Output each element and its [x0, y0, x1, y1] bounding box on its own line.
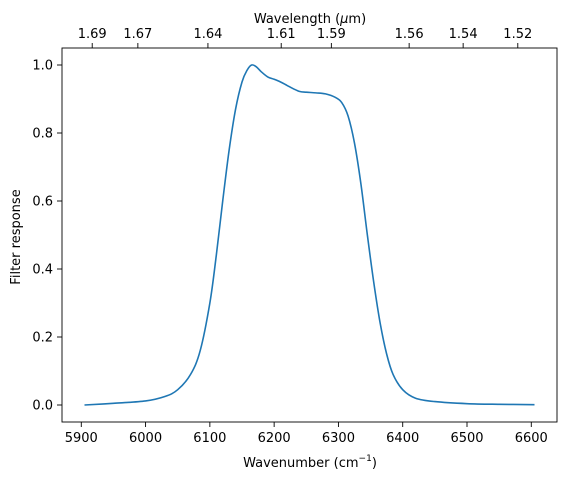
y-axis: 0.0 0.2 0.4 0.6 0.8 1.0: [32, 59, 62, 414]
top-x-axis-label-mu: μ: [339, 12, 348, 27]
x-axis-label: Wavenumber (cm−1): [243, 454, 377, 471]
x-axis-label-end: ): [372, 456, 377, 471]
top-x-axis-label-end: m): [348, 12, 366, 27]
x-tick-label: 6600: [515, 431, 548, 446]
x-tick-label: 6300: [322, 431, 355, 446]
x-tick-label: 6200: [258, 431, 291, 446]
top-x-axis: 1.69 1.67 1.64 1.61 1.59 1.56 1.54 1.52: [78, 27, 532, 48]
top-tick-label: 1.64: [193, 27, 222, 42]
bottom-x-axis: 5900 6000 6100 6200 6300 6400 6500 6600: [65, 422, 548, 446]
top-tick-label: 1.59: [317, 27, 346, 42]
top-tick-label: 1.69: [78, 27, 107, 42]
top-tick-label: 1.61: [267, 27, 296, 42]
top-tick-label: 1.54: [449, 27, 478, 42]
x-tick-label: 6100: [193, 431, 226, 446]
y-tick-label: 0.4: [32, 263, 53, 278]
y-tick-label: 0.2: [32, 331, 53, 346]
x-axis-label-text: Wavenumber (cm: [243, 456, 358, 471]
x-axis-label-superscript: −1: [359, 454, 372, 464]
x-tick-label: 6000: [129, 431, 162, 446]
y-tick-label: 1.0: [32, 59, 53, 74]
top-tick-label: 1.52: [503, 27, 532, 42]
top-tick-label: 1.67: [123, 27, 152, 42]
series-line-filter-response: [84, 64, 535, 406]
y-tick-label: 0.6: [32, 195, 53, 210]
top-x-axis-label: Wavelength (μm): [254, 12, 366, 27]
x-tick-label: 5900: [65, 431, 98, 446]
y-tick-label: 0.8: [32, 127, 53, 142]
x-tick-label: 6400: [386, 431, 419, 446]
y-axis-label: Filter response: [9, 189, 24, 284]
x-tick-label: 6500: [450, 431, 483, 446]
top-tick-label: 1.56: [395, 27, 424, 42]
top-x-axis-label-text: Wavelength (: [254, 12, 340, 27]
axes-frame: [61, 47, 558, 423]
y-tick-label: 0.0: [32, 399, 53, 414]
